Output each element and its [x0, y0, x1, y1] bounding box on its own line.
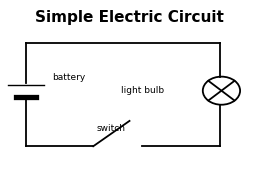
- Text: Simple Electric Circuit: Simple Electric Circuit: [35, 10, 224, 25]
- Text: light bulb: light bulb: [121, 86, 164, 95]
- Text: switch: switch: [97, 124, 126, 133]
- Text: battery: battery: [52, 74, 85, 82]
